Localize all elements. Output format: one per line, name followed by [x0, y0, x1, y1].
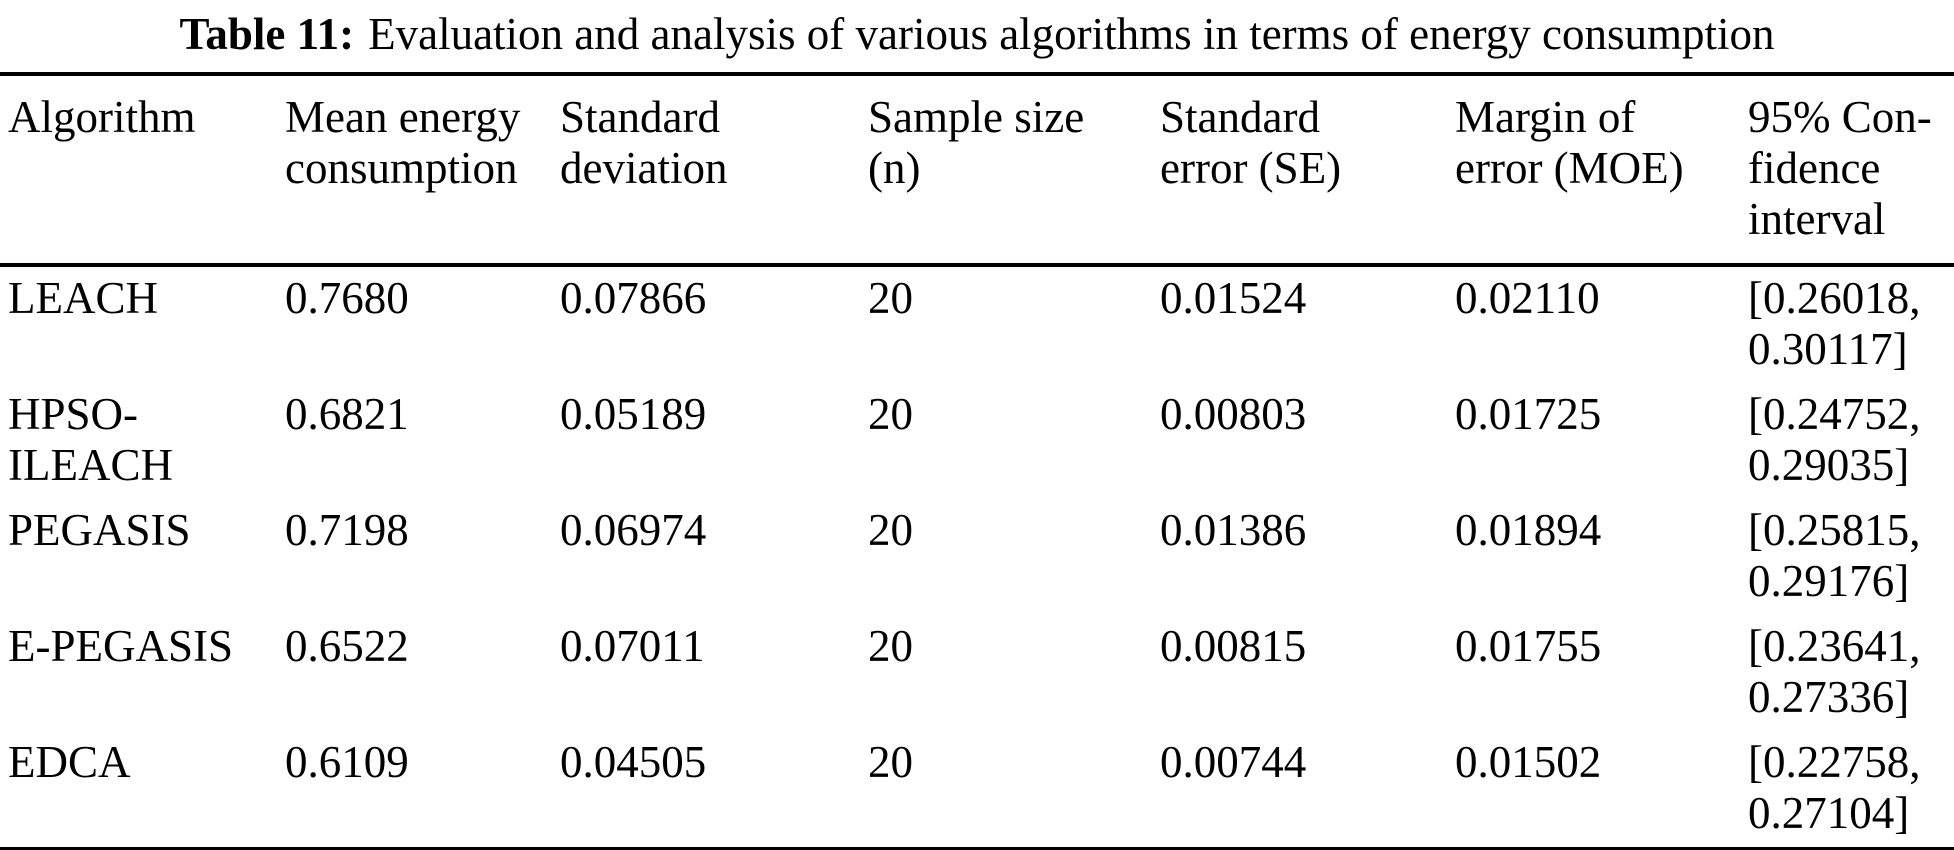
table-row: EDCA 0.6109 0.04505 20 0.00744 0.01502 [0.2275…	[0, 731, 1954, 850]
table-caption-label: Table 11:	[179, 9, 355, 59]
table-row: PEGASIS 0.7198 0.06974 20 0.01386 0.01894 [0.2…	[0, 499, 1954, 615]
table-caption: Table 11: Evaluation and analysis of vari…	[0, 0, 1954, 60]
cell-algorithm: LEACH	[8, 273, 158, 323]
cell-se: 0.01386	[1160, 505, 1307, 555]
cell-moe: 0.01502	[1455, 737, 1602, 787]
table-row: HPSO- ILEACH 0.6821 0.05189 20 0.00803 0.0172…	[0, 383, 1954, 499]
table-header: Algorithm Mean energy consumption Standa…	[0, 74, 1954, 267]
table-caption-text: Evaluation and analysis of various algor…	[368, 9, 1775, 59]
cell-mean: 0.7680	[285, 273, 409, 323]
cell-mean: 0.6821	[285, 389, 409, 439]
column-header-sample-size: Sample size (n)	[868, 74, 1160, 267]
energy-consumption-table: Algorithm Mean energy consumption Standa…	[0, 72, 1954, 850]
table-row: E-PEGASIS 0.6522 0.07011 20 0.00815 0.01755 [0…	[0, 615, 1954, 731]
cell-moe: 0.01894	[1455, 505, 1602, 555]
column-header-ci: 95% Con- fidence interval	[1748, 74, 1954, 267]
cell-se: 0.00744	[1160, 737, 1307, 787]
cell-std_dev: 0.07011	[560, 621, 705, 671]
cell-sample_size: 20	[868, 737, 913, 787]
cell-std_dev: 0.07866	[560, 273, 707, 323]
cell-algorithm: HPSO- ILEACH	[8, 389, 173, 490]
cell-moe: 0.02110	[1455, 273, 1600, 323]
cell-ci: [0.25815, 0.29176]	[1748, 505, 1921, 606]
cell-moe: 0.01725	[1455, 389, 1602, 439]
column-header-mean: Mean energy consumption	[285, 74, 560, 267]
cell-algorithm: E-PEGASIS	[8, 621, 234, 671]
cell-se: 0.00815	[1160, 621, 1307, 671]
cell-sample_size: 20	[868, 389, 913, 439]
cell-moe: 0.01755	[1455, 621, 1602, 671]
cell-mean: 0.6109	[285, 737, 409, 787]
column-header-algorithm: Algorithm	[0, 74, 285, 267]
cell-ci: [0.24752, 0.29035]	[1748, 389, 1921, 490]
cell-algorithm: EDCA	[8, 737, 131, 787]
cell-std_dev: 0.05189	[560, 389, 707, 439]
cell-sample_size: 20	[868, 621, 913, 671]
cell-se: 0.00803	[1160, 389, 1307, 439]
column-header-std-dev: Standard deviation	[560, 74, 868, 267]
column-header-moe: Margin of error (MOE)	[1455, 74, 1748, 267]
table-header-row: Algorithm Mean energy consumption Standa…	[0, 74, 1954, 267]
cell-ci: [0.22758, 0.27104]	[1748, 737, 1921, 838]
cell-mean: 0.7198	[285, 505, 409, 555]
cell-algorithm: PEGASIS	[8, 505, 191, 555]
table-row: LEACH 0.7680 0.07866 20 0.01524 0.02110 [0.260…	[0, 265, 1954, 383]
cell-se: 0.01524	[1160, 273, 1307, 323]
cell-sample_size: 20	[868, 273, 913, 323]
cell-sample_size: 20	[868, 505, 913, 555]
cell-mean: 0.6522	[285, 621, 409, 671]
column-header-se: Standard error (SE)	[1160, 74, 1455, 267]
cell-std_dev: 0.06974	[560, 505, 707, 555]
cell-std_dev: 0.04505	[560, 737, 707, 787]
cell-ci: [0.23641, 0.27336]	[1748, 621, 1921, 722]
table-body: LEACH 0.7680 0.07866 20 0.01524 0.02110 [0.260…	[0, 265, 1954, 850]
cell-ci: [0.26018, 0.30117]	[1748, 273, 1921, 374]
